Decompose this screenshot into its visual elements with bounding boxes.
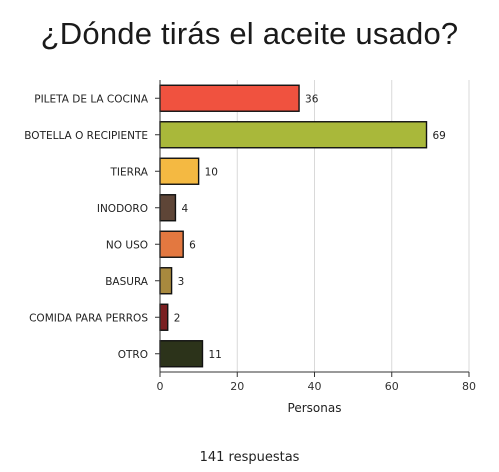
bar-no-uso (159, 230, 184, 258)
x-tick-label: 0 (157, 380, 164, 393)
x-tick-label: 80 (462, 380, 476, 393)
bar-basura (159, 267, 173, 295)
category-label: TIERRA (110, 166, 149, 178)
value-label: 6 (189, 239, 196, 251)
category-label: COMIDA PARA PERROS (29, 312, 148, 324)
value-label: 2 (174, 312, 181, 324)
x-tick-label: 20 (230, 380, 244, 393)
chart-title: ¿Dónde tirás el aceite usado? (40, 16, 459, 51)
bar-botella-o-recipiente (159, 121, 428, 149)
x-tick-label: 60 (385, 380, 399, 393)
category-label: BASURA (105, 276, 149, 288)
category-label: BOTELLA O RECIPIENTE (24, 130, 148, 142)
category-label: INODORO (97, 203, 148, 215)
x-axis-title: Personas (288, 401, 342, 415)
value-label: 10 (205, 166, 218, 178)
category-label: PILETA DE LA COCINA (34, 93, 149, 105)
bar-tierra (159, 157, 200, 185)
bar-otro (159, 340, 204, 368)
category-label: NO USO (106, 239, 148, 251)
x-tick-label: 40 (308, 380, 322, 393)
value-label: 3 (178, 276, 185, 288)
response-count: 141 respuestas (199, 450, 300, 465)
bar-pileta-de-la-cocina (159, 84, 300, 112)
bars-layer (159, 84, 428, 368)
bar-comida-para-perros (159, 303, 169, 331)
value-label: 69 (433, 130, 446, 142)
value-label: 11 (208, 349, 221, 361)
value-label: 36 (305, 93, 319, 105)
axis-layer: 0 20 40 60 80 Personas (155, 80, 476, 415)
value-label: 4 (181, 203, 188, 215)
category-label: OTRO (118, 349, 148, 361)
bar-inodoro (159, 194, 177, 222)
